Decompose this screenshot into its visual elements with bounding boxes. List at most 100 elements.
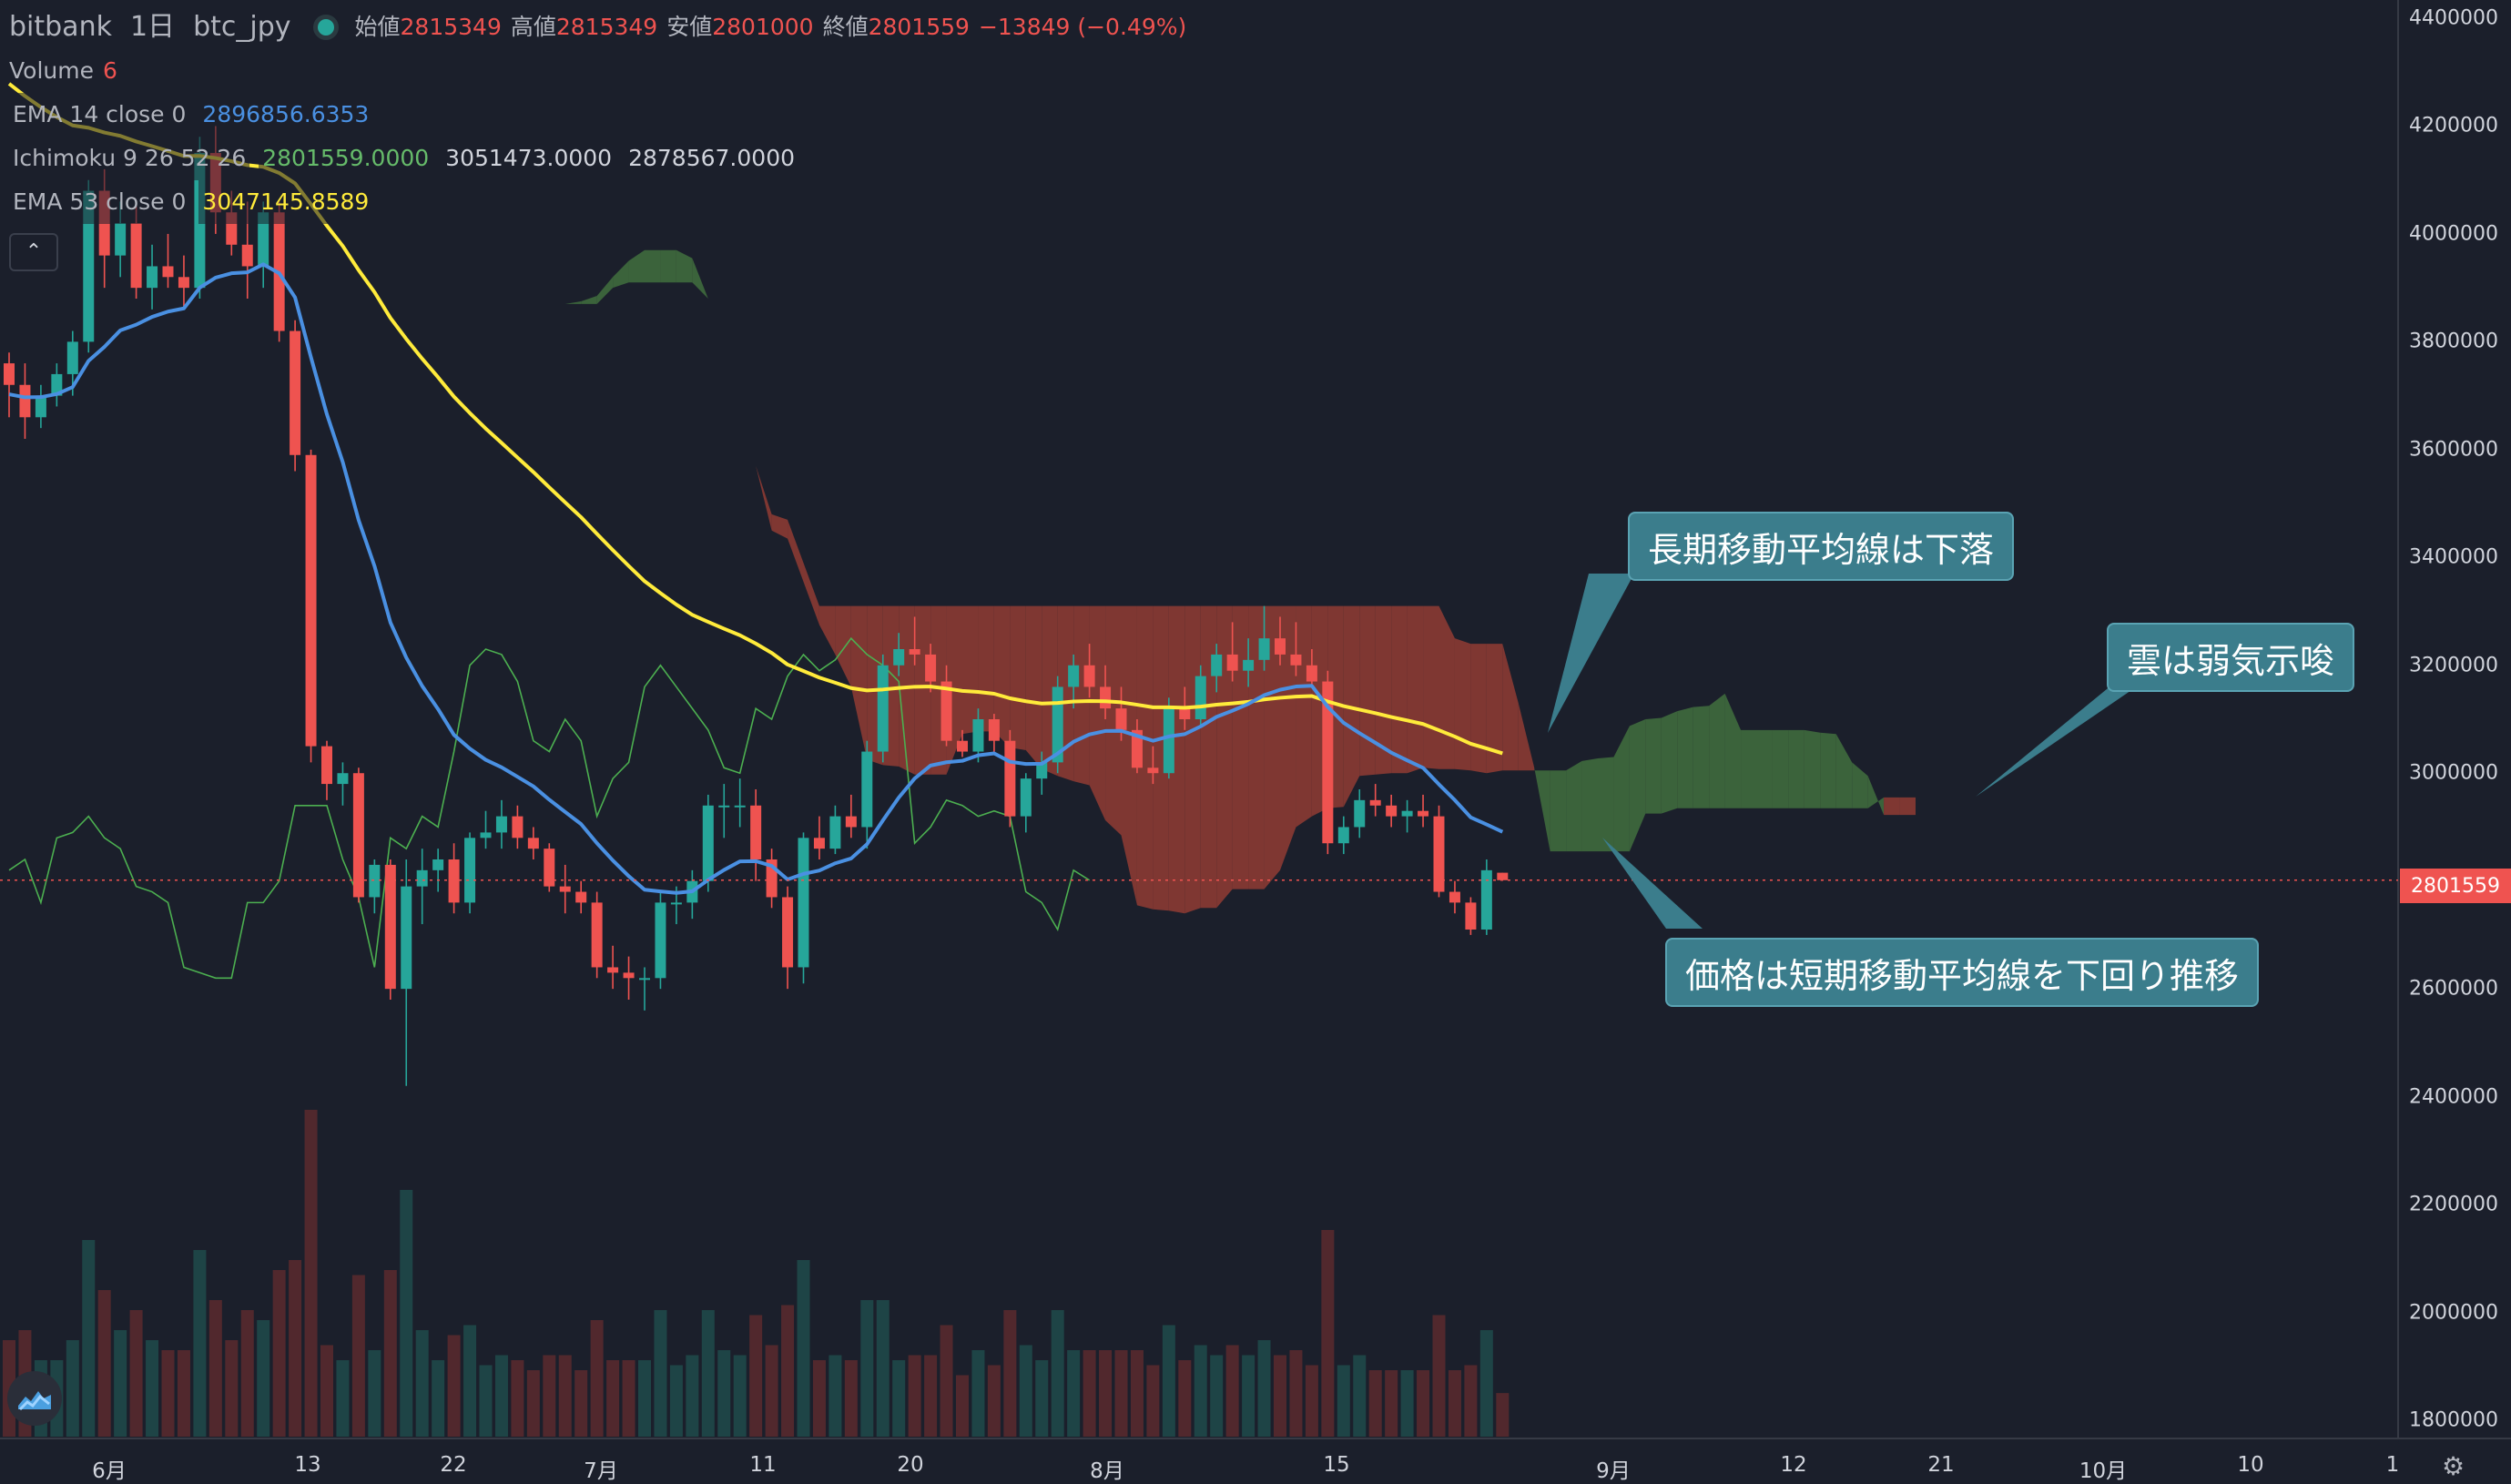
kumo-segment (1136, 605, 1154, 910)
candle-body (321, 746, 332, 785)
candle (512, 805, 524, 849)
candle-body (1115, 708, 1127, 730)
volume-bar (161, 1350, 175, 1437)
time-tick-label: 10 (2237, 1453, 2264, 1477)
ichimoku-lagging-span (8, 636, 1091, 980)
volume-bar (1337, 1365, 1350, 1437)
chart-legend: bitbank 1日 btc_jpy 始値2815349 高値2815349 安… (9, 5, 1186, 271)
volume-bar (812, 1360, 826, 1437)
volume-bar (606, 1360, 620, 1437)
candle-body (1147, 767, 1159, 774)
time-tick-label: 20 (897, 1453, 924, 1477)
candle-body (1354, 799, 1366, 828)
chevron-up-icon: ⌃ (25, 240, 43, 263)
candle (544, 843, 555, 892)
price-tick-label: 3000000 (2409, 761, 2498, 785)
kumo-segment (1661, 711, 1678, 814)
volume-bar (336, 1360, 350, 1437)
volume-bar (844, 1360, 858, 1437)
ichimoku-legend[interactable]: Ichimoku 9 26 52 26 2801559.0000 3051473… (9, 137, 1186, 180)
last-price-badge: 2801559 (2400, 869, 2511, 903)
candle-body (178, 277, 189, 289)
kumo-segment (1248, 605, 1265, 889)
candle-body (83, 190, 95, 342)
kumo-segment (1788, 729, 1804, 808)
candle-body (1480, 869, 1492, 930)
candle-body (147, 266, 158, 289)
kumo-segment (1391, 605, 1408, 774)
candle (861, 740, 873, 849)
kumo-segment (1741, 729, 1757, 808)
candle (957, 729, 968, 757)
kumo-segment (1724, 693, 1742, 808)
candle-body (1433, 816, 1445, 892)
candle-body (1401, 810, 1413, 817)
candle-body (1020, 778, 1032, 817)
candle (1004, 729, 1016, 828)
volume-bar (97, 1290, 111, 1437)
candle (178, 255, 189, 310)
volume-legend[interactable]: Volume 6 (9, 49, 1186, 93)
kumo-segment (1454, 638, 1471, 771)
time-tick-label: 21 (1927, 1453, 1955, 1477)
annotation-long-ma[interactable]: 長期移動平均線は下落 (1628, 512, 2015, 581)
candle-body (1418, 810, 1429, 817)
symbol-row[interactable]: bitbank 1日 btc_jpy 始値2815349 高値2815349 安… (9, 5, 1186, 49)
tradingview-logo-icon[interactable] (7, 1371, 62, 1426)
time-tick-label: 6月 (92, 1459, 127, 1483)
volume-bar (526, 1370, 540, 1437)
price-tick-label: 3400000 (2409, 545, 2498, 569)
kumo-segment (771, 513, 788, 539)
annotation-cloud[interactable]: 雲は弱気示唆 (2107, 623, 2355, 692)
kumo-segment (1121, 605, 1137, 906)
candle-body (1306, 665, 1317, 682)
candle (750, 789, 762, 881)
candle-body (241, 244, 253, 267)
candle (1306, 649, 1317, 687)
candle (35, 384, 46, 429)
candle-body (734, 805, 746, 808)
price-tick-label: 1800000 (2409, 1408, 2498, 1432)
candle (655, 891, 666, 990)
candle-body (1083, 665, 1095, 687)
candle (1020, 773, 1032, 833)
time-tick-label: 15 (1323, 1453, 1350, 1477)
volume-bar (289, 1260, 302, 1437)
candle (623, 956, 635, 1000)
candle-body (1131, 729, 1143, 768)
kumo-segment (1550, 770, 1567, 852)
kumo-segment (628, 249, 645, 283)
volume-bar (1448, 1370, 1461, 1437)
collapse-legend-button[interactable]: ⌃ (9, 233, 58, 271)
volume-bar (415, 1330, 429, 1437)
candle-body (782, 897, 794, 968)
interval-label[interactable]: 1日 (129, 11, 176, 43)
kumo-segment (1359, 605, 1376, 777)
candle (972, 708, 984, 763)
kumo-segment (613, 260, 629, 289)
candle (1147, 746, 1159, 785)
gear-icon[interactable]: ⚙ (2442, 1451, 2465, 1481)
volume-bar (66, 1340, 79, 1437)
ema53-legend[interactable]: EMA 53 close 0 3047145.8589 (9, 180, 1186, 224)
candle (416, 849, 428, 925)
kumo-segment (1629, 719, 1646, 852)
candle-body (623, 972, 635, 979)
candle-body (925, 654, 937, 682)
kumo-segment (835, 605, 851, 687)
kumo-segment (1835, 734, 1853, 808)
candle (4, 352, 15, 418)
kumo-segment (564, 300, 582, 304)
price-axis[interactable]: 4400000 4200000 4000000 3800000 3600000 34000… (2400, 0, 2511, 1438)
ema14-legend[interactable]: EMA 14 close 0 2896856.6353 (9, 93, 1186, 137)
annotation-short-ma[interactable]: 価格は短期移動平均線を下回り推移 (1665, 938, 2260, 1007)
candle-body (544, 849, 555, 887)
volume-bar (400, 1190, 413, 1437)
candle-body (718, 805, 730, 808)
kumo-segment (596, 277, 614, 304)
kumo-segment (1216, 605, 1233, 909)
candle-body (162, 266, 174, 278)
ichimoku-value-2: 3051473.0000 (442, 137, 616, 180)
volume-bar (368, 1350, 381, 1437)
